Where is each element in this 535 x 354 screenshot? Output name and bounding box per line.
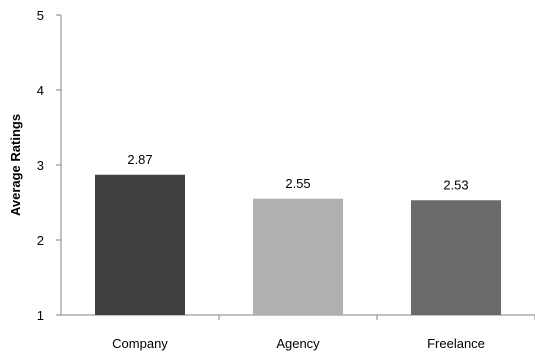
bar-company — [95, 174, 185, 315]
x-category-label: Company — [112, 336, 168, 351]
data-label-agency: 2.55 — [285, 176, 310, 191]
y-tick-label: 4 — [37, 83, 44, 98]
y-tick-label: 2 — [37, 233, 44, 248]
data-label-freelance: 2.53 — [443, 177, 468, 192]
bar-agency — [253, 198, 343, 315]
labels: 2.87 Company 2.55 Agency 2.53 Freelance — [112, 152, 485, 351]
y-axis-title: Average Ratings — [8, 114, 23, 216]
x-category-label: Agency — [276, 336, 320, 351]
y-tick-label: 5 — [37, 8, 44, 23]
y-tick-label: 1 — [37, 308, 44, 323]
x-category-label: Freelance — [427, 336, 485, 351]
bar-freelance — [411, 200, 501, 315]
bars — [95, 174, 501, 315]
y-tick-label: 3 — [37, 158, 44, 173]
data-label-company: 2.87 — [127, 152, 152, 167]
